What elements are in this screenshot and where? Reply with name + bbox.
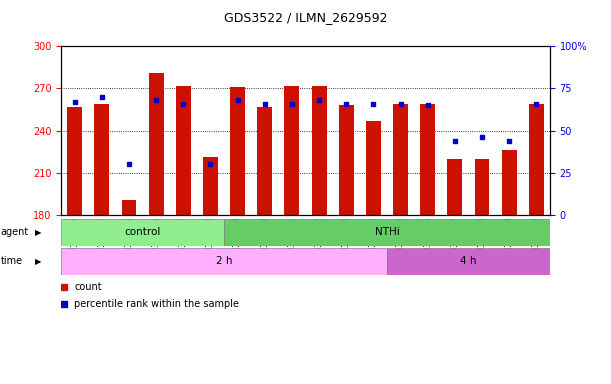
Bar: [176, 86, 191, 215]
Bar: [529, 104, 544, 215]
Bar: [393, 104, 408, 215]
Bar: [203, 157, 218, 215]
Bar: [230, 87, 245, 215]
Text: percentile rank within the sample: percentile rank within the sample: [75, 299, 240, 310]
Bar: [338, 105, 354, 215]
Text: count: count: [75, 282, 102, 292]
Bar: [366, 121, 381, 215]
Text: GDS3522 / ILMN_2629592: GDS3522 / ILMN_2629592: [224, 12, 387, 25]
Text: ▶: ▶: [35, 257, 42, 266]
Bar: [285, 86, 299, 215]
Bar: [122, 200, 136, 215]
Bar: [224, 219, 550, 246]
Text: 4 h: 4 h: [460, 256, 477, 266]
Bar: [67, 107, 82, 215]
Text: 2 h: 2 h: [216, 256, 232, 266]
Text: control: control: [125, 227, 161, 237]
Bar: [420, 104, 435, 215]
Bar: [502, 150, 517, 215]
Text: ▶: ▶: [35, 228, 42, 237]
Bar: [257, 107, 273, 215]
Text: NTHi: NTHi: [375, 227, 400, 237]
Bar: [387, 248, 550, 275]
Bar: [312, 86, 326, 215]
Bar: [447, 159, 463, 215]
Text: time: time: [1, 256, 23, 266]
Bar: [148, 73, 164, 215]
Bar: [61, 219, 224, 246]
Bar: [61, 248, 387, 275]
Bar: [475, 159, 489, 215]
Text: agent: agent: [1, 227, 29, 237]
Bar: [94, 104, 109, 215]
